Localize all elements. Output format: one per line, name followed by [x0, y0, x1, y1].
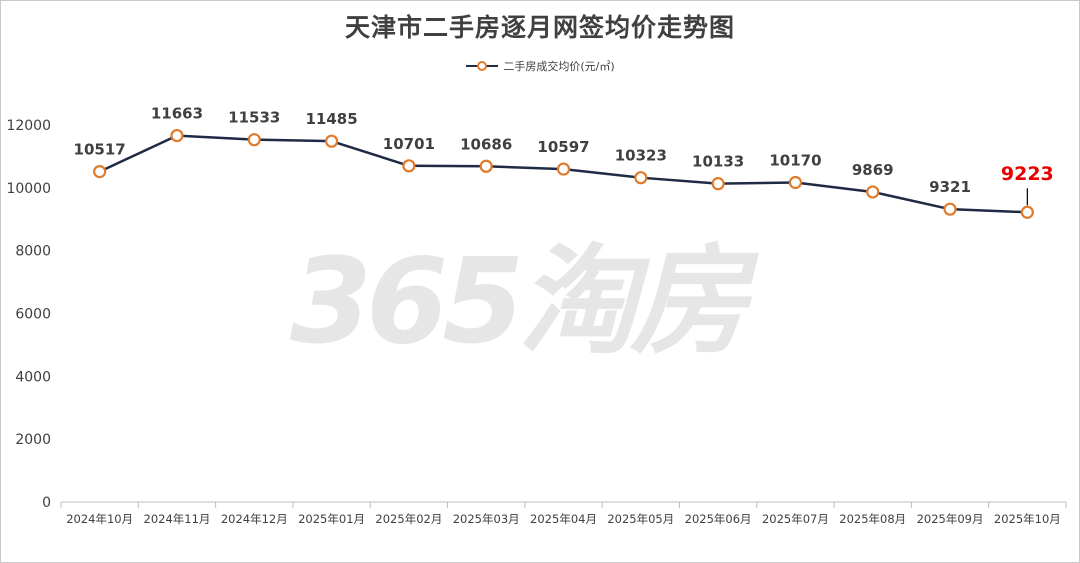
x-tick-label: 2024年12月 [221, 512, 288, 526]
watermark: 365淘房 [290, 232, 748, 370]
x-tick-label: 2025年10月 [994, 512, 1061, 526]
data-label: 11485 [305, 110, 357, 128]
data-point [93, 164, 107, 179]
legend: 二手房成交均价(元/㎡) [0, 58, 1080, 74]
y-tick-label: 0 [42, 495, 51, 511]
x-tick-label: 2024年11月 [144, 512, 211, 526]
x-tick-label: 2025年05月 [607, 512, 674, 526]
data-label: 10597 [537, 138, 589, 156]
data-label: 10686 [460, 135, 512, 153]
series-group [93, 128, 1034, 219]
data-point [479, 159, 493, 173]
data-point [556, 162, 571, 176]
y-tick-label: 4000 [15, 369, 51, 385]
y-axis-ticks: 0 2000 4000 6000 8000 10000 12000 [6, 118, 51, 511]
x-tick-label: 2025年09月 [917, 512, 984, 526]
x-tick-label: 2025年01月 [298, 512, 365, 526]
data-label: 10701 [383, 135, 435, 153]
chart-title: 天津市二手房逐月网签均价走势图 [344, 13, 735, 42]
data-label: 10170 [769, 151, 821, 169]
legend-label: 二手房成交均价(元/㎡) [503, 60, 615, 73]
data-point [634, 171, 648, 185]
data-point [1020, 205, 1034, 219]
x-tick-label: 2024年10月 [66, 512, 133, 526]
data-label: 10323 [615, 147, 667, 165]
data-point [170, 128, 184, 143]
data-point [866, 185, 880, 199]
x-tick-label: 2025年03月 [453, 512, 520, 526]
data-label: 10517 [74, 141, 126, 159]
data-point [943, 202, 957, 216]
data-label: 10133 [692, 153, 744, 171]
y-tick-label: 6000 [15, 307, 51, 323]
data-label: 9321 [929, 178, 971, 196]
data-label-highlight: 9223 [1001, 163, 1054, 185]
x-tick-label: 2025年06月 [685, 512, 752, 526]
data-point [711, 177, 725, 191]
x-tick-label: 2025年08月 [839, 512, 906, 526]
data-point [402, 159, 416, 173]
legend-line-marker-icon [466, 61, 499, 71]
y-tick-label: 8000 [15, 244, 51, 260]
data-point [324, 134, 339, 148]
y-tick-label: 2000 [15, 432, 51, 448]
data-label: 11663 [151, 105, 203, 123]
y-tick-label: 10000 [6, 181, 51, 197]
data-label: 11533 [228, 109, 280, 127]
data-label: 9869 [852, 161, 894, 179]
x-tick-label: 2025年02月 [375, 512, 442, 526]
data-labels: 10517 11663 11533 11485 10701 10686 10597 10323… [74, 105, 1054, 206]
data-point [247, 133, 261, 147]
x-axis-ticks: 2024年10月 2024年11月 2024年12月 2025年01月 2025年02月… [66, 512, 1061, 526]
y-tick-label: 12000 [6, 118, 51, 134]
data-point [788, 175, 803, 190]
x-tick-label: 2025年04月 [530, 512, 597, 526]
x-tick-label: 2025年07月 [762, 512, 829, 526]
axes [60, 501, 1067, 508]
